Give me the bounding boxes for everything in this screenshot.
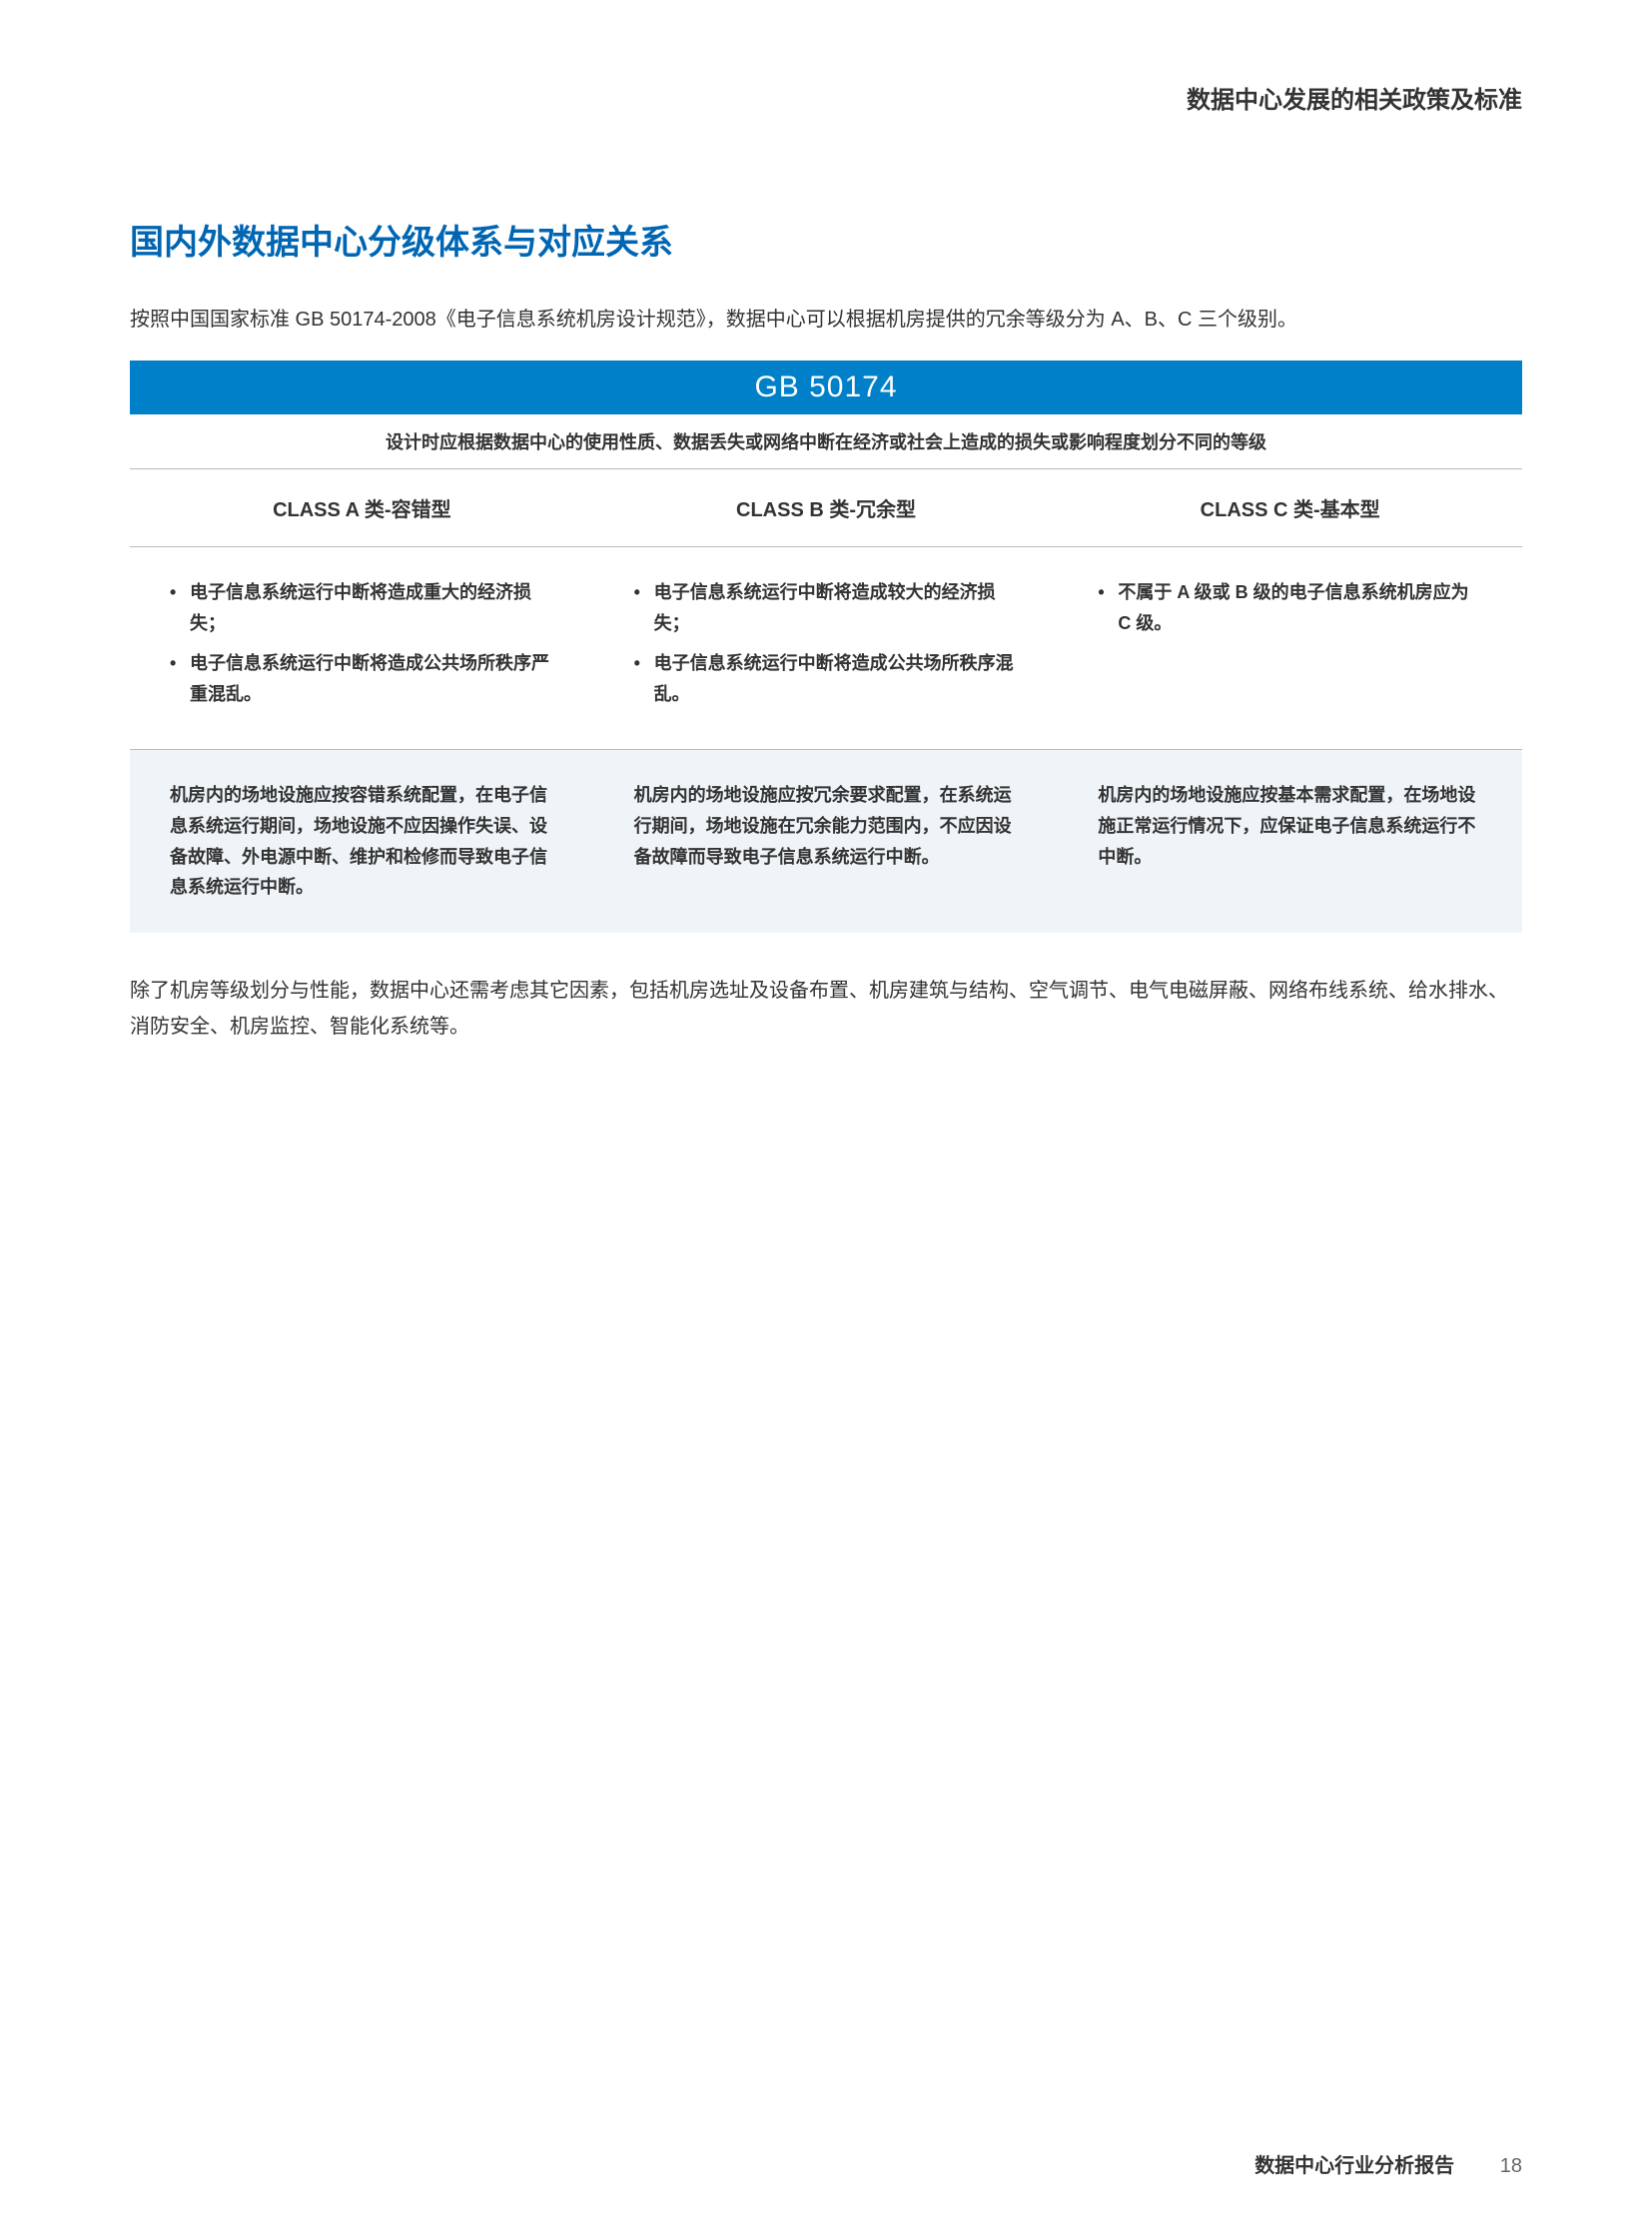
list-item: 电子信息系统运行中断将造成公共场所秩序混乱。 <box>634 648 1019 709</box>
class-a-bullets: 电子信息系统运行中断将造成重大的经济损失； 电子信息系统运行中断将造成公共场所秩… <box>130 547 594 749</box>
classification-table: GB 50174 设计时应根据数据中心的使用性质、数据丢失或网络中断在经济或社会… <box>130 361 1522 933</box>
class-a-design: 机房内的场地设施应按容错系统配置，在电子信息系统运行期间，场地设施不应因操作失误… <box>130 750 594 932</box>
page-header-title: 数据中心发展的相关政策及标准 <box>130 80 1522 115</box>
class-c-header: CLASS C 类-基本型 <box>1058 469 1522 546</box>
list-item: 电子信息系统运行中断将造成较大的经济损失； <box>634 577 1019 638</box>
table-banner: GB 50174 <box>130 361 1522 414</box>
list-item: 电子信息系统运行中断将造成公共场所秩序严重混乱。 <box>170 648 554 709</box>
closing-paragraph: 除了机房等级划分与性能，数据中心还需考虑其它因素，包括机房选址及设备布置、机房建… <box>130 973 1522 1045</box>
class-b-design: 机房内的场地设施应按冗余要求配置，在系统运行期间，场地设施在冗余能力范围内，不应… <box>594 750 1059 932</box>
class-c-bullets: 不属于 A 级或 B 级的电子信息系统机房应为 C 级。 <box>1058 547 1522 749</box>
design-row: 机房内的场地设施应按容错系统配置，在电子信息系统运行期间，场地设施不应因操作失误… <box>130 750 1522 932</box>
list-item: 电子信息系统运行中断将造成重大的经济损失； <box>170 577 554 638</box>
intro-paragraph: 按照中国国家标准 GB 50174-2008《电子信息系统机房设计规范》，数据中… <box>130 304 1522 336</box>
page-number: 18 <box>1500 2155 1522 2177</box>
class-header-row: CLASS A 类-容错型 CLASS B 类-冗余型 CLASS C 类-基本… <box>130 469 1522 547</box>
page-footer: 数据中心行业分析报告 18 <box>1254 2149 1522 2178</box>
class-a-header: CLASS A 类-容错型 <box>130 469 594 546</box>
bullets-row: 电子信息系统运行中断将造成重大的经济损失； 电子信息系统运行中断将造成公共场所秩… <box>130 547 1522 750</box>
class-b-bullets: 电子信息系统运行中断将造成较大的经济损失； 电子信息系统运行中断将造成公共场所秩… <box>594 547 1059 749</box>
section-title: 国内外数据中心分级体系与对应关系 <box>130 215 1522 264</box>
table-sub-banner: 设计时应根据数据中心的使用性质、数据丢失或网络中断在经济或社会上造成的损失或影响… <box>130 414 1522 469</box>
class-c-design: 机房内的场地设施应按基本需求配置，在场地设施正常运行情况下，应保证电子信息系统运… <box>1058 750 1522 932</box>
footer-label: 数据中心行业分析报告 <box>1254 2155 1454 2177</box>
list-item: 不属于 A 级或 B 级的电子信息系统机房应为 C 级。 <box>1098 577 1482 638</box>
class-b-header: CLASS B 类-冗余型 <box>594 469 1059 546</box>
